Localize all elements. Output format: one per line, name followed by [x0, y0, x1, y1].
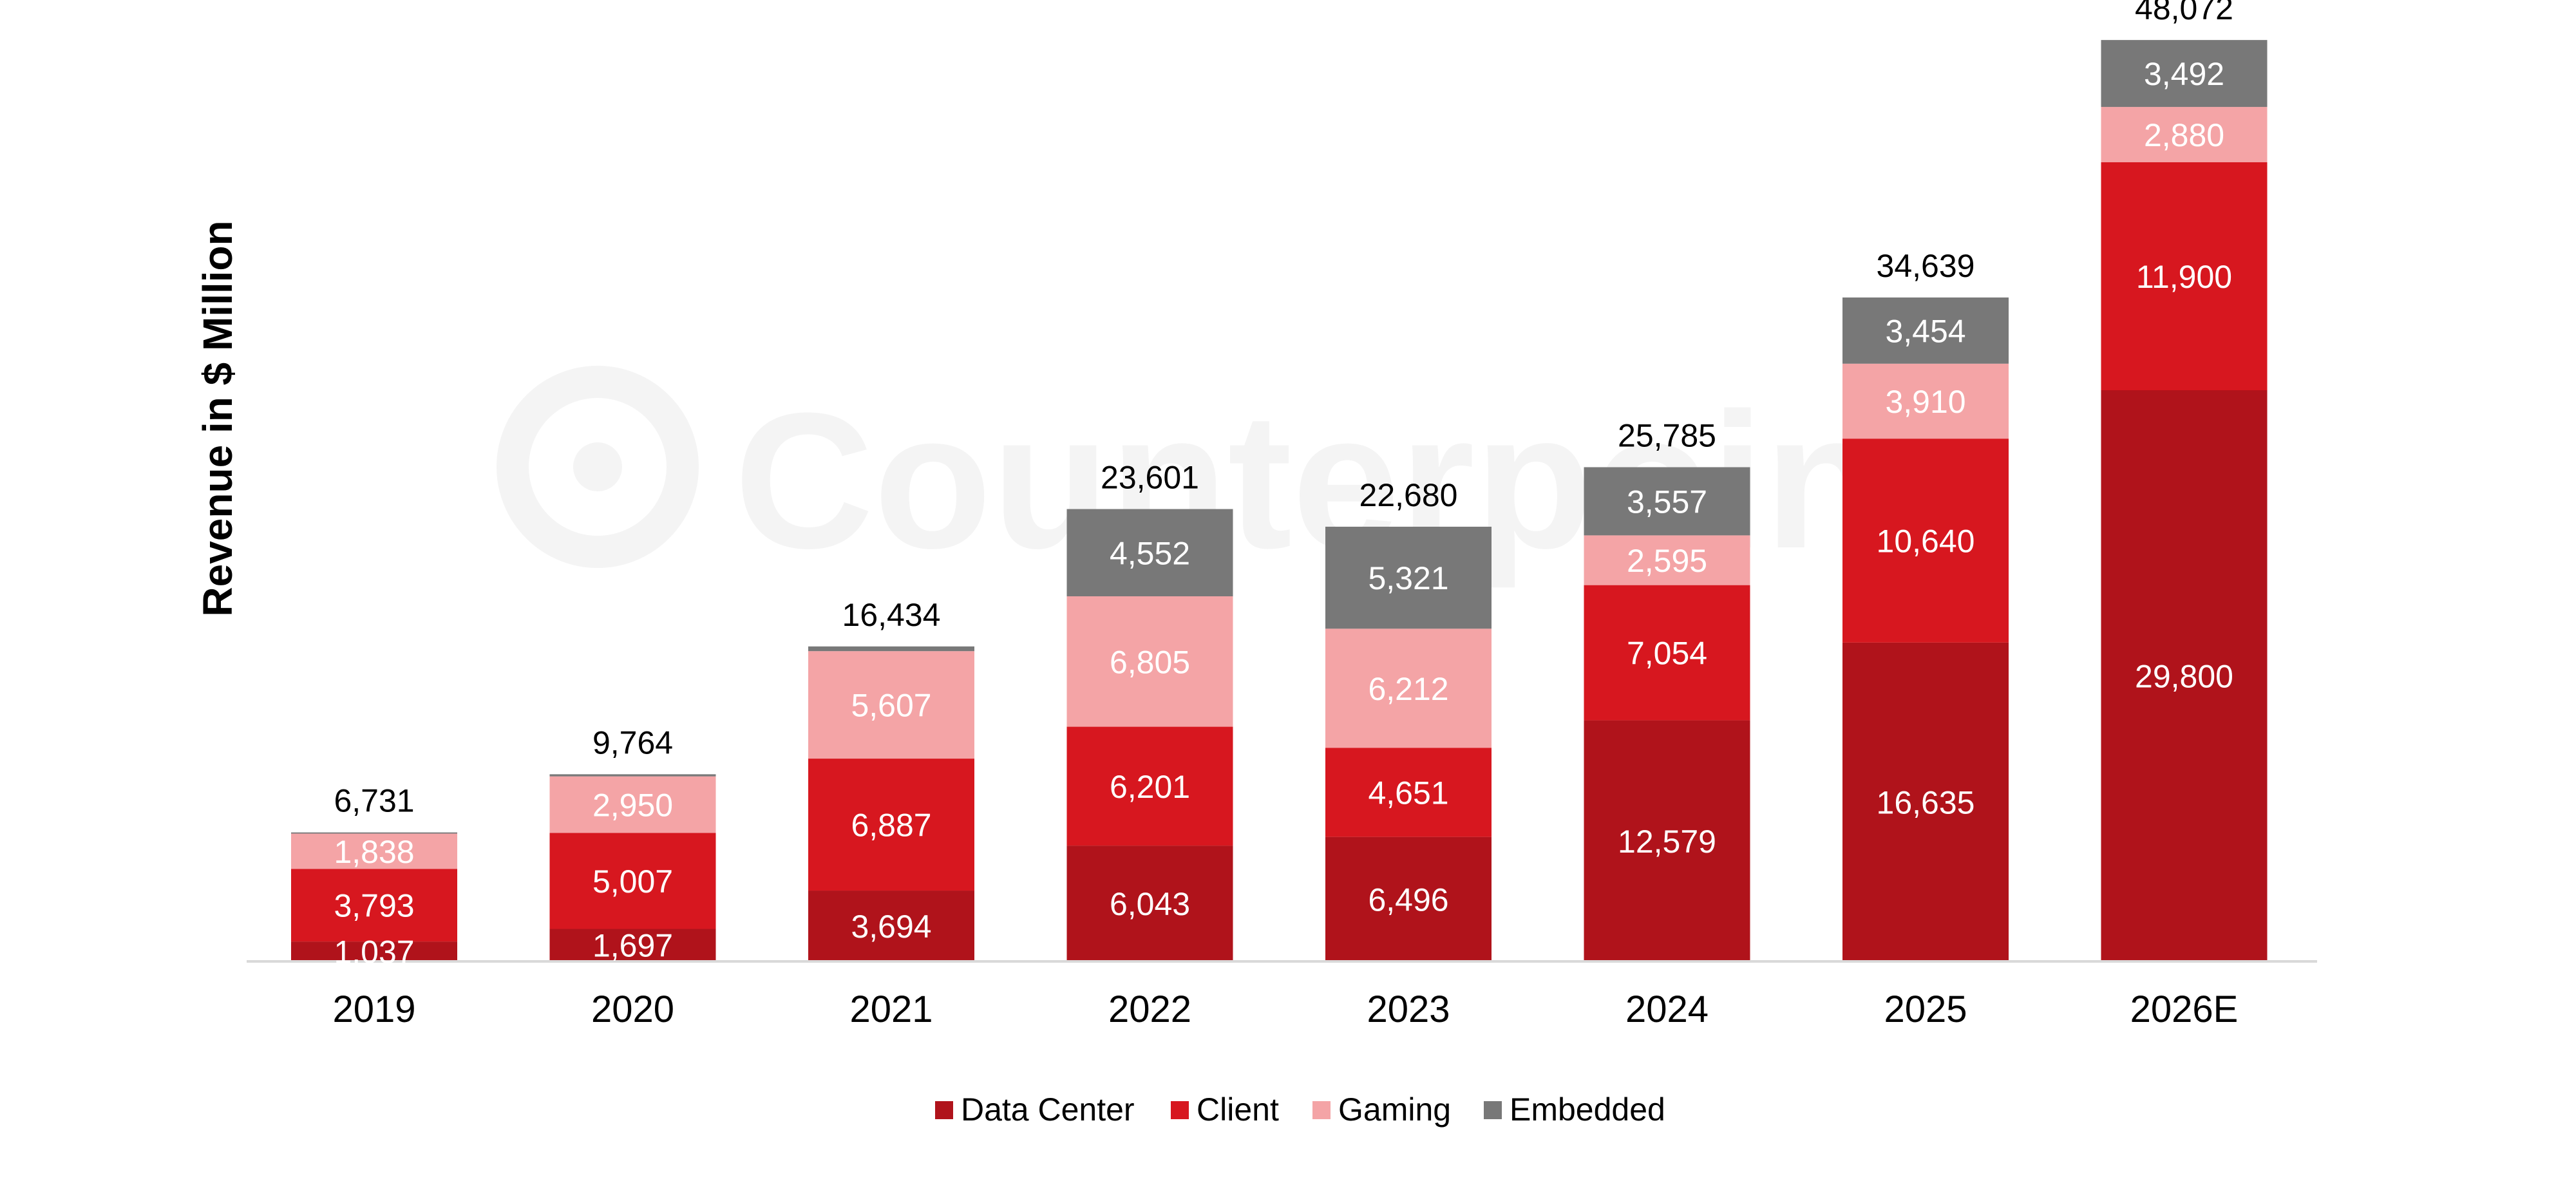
segment-label-data-center-2019: 1,037: [334, 934, 414, 970]
bar-segment-embedded-2023: [1325, 526, 1492, 629]
segment-label-gaming-2026e: 2,880: [2144, 117, 2224, 153]
total-label-2021: 16,434: [842, 597, 941, 633]
bar-segment-gaming-2026e: [2101, 107, 2268, 162]
legend-swatch-client: [1171, 1101, 1189, 1119]
bar-segment-embedded-2024: [1584, 467, 1750, 536]
bar-segment-data-center-2026e: [2101, 390, 2268, 961]
segment-label-gaming-2020: 2,950: [592, 788, 673, 824]
bar-segment-client-2022: [1066, 726, 1233, 846]
bar-segment-gaming-2025: [1842, 363, 2009, 439]
segment-label-client-2023: 4,651: [1368, 775, 1448, 811]
x-tick-label-2025: 2025: [1884, 988, 1967, 1030]
x-tick-label-2019: 2019: [332, 988, 415, 1030]
bar-segment-data-center-2021: [808, 891, 974, 961]
bar-segment-gaming-2021: [808, 651, 974, 759]
x-tick-label-2026e: 2026E: [2130, 988, 2239, 1030]
segment-label-client-2024: 7,054: [1627, 636, 1707, 672]
segment-label-embedded-2022: 4,552: [1110, 535, 1190, 571]
total-label-2024: 25,785: [1618, 418, 1716, 454]
y-axis-title-group: Revenue in $ Million: [194, 220, 241, 616]
legend: Data Center Client Gaming Embedded: [935, 1091, 1665, 1128]
y-axis-title: Revenue in $ Million: [194, 220, 241, 616]
bar-segment-gaming-2024: [1584, 535, 1750, 585]
watermark-logo-ring: [497, 366, 699, 568]
bar-segment-client-2021: [808, 759, 974, 891]
segment-label-client-2022: 6,201: [1110, 769, 1190, 805]
segment-label-gaming-2023: 6,212: [1368, 671, 1448, 707]
segment-label-data-center-2026e: 29,800: [2135, 659, 2233, 695]
segment-label-data-center-2022: 6,043: [1110, 886, 1190, 922]
total-label-2019: 6,731: [334, 783, 414, 819]
bar-segment-client-2024: [1584, 585, 1750, 721]
segment-label-gaming-2025: 3,910: [1885, 384, 1965, 420]
bar-segment-data-center-2019: [291, 941, 457, 961]
total-label-2022: 23,601: [1101, 460, 1199, 496]
bar-segment-data-center-2025: [1842, 642, 2009, 961]
bar-segment-gaming-2022: [1066, 596, 1233, 727]
bar-segment-embedded-2019: [291, 832, 457, 834]
legend-swatch-embedded: [1484, 1101, 1502, 1119]
legend-label-client: Client: [1197, 1091, 1279, 1128]
bar-segment-client-2020: [549, 833, 716, 929]
total-label-2026e: 48,072: [2135, 0, 2233, 26]
segment-label-embedded-2025: 3,454: [1885, 313, 1965, 349]
bar-segment-embedded-2026e: [2101, 40, 2268, 108]
segment-label-client-2019: 3,793: [334, 888, 414, 924]
bar-segment-client-2025: [1842, 439, 2009, 643]
segment-label-client-2020: 5,007: [592, 864, 673, 900]
bar-segment-embedded-2025: [1842, 297, 2009, 364]
segment-label-embedded-2026e: 3,492: [2144, 56, 2224, 92]
segment-label-gaming-2022: 6,805: [1110, 644, 1190, 680]
segment-label-embedded-2023: 5,321: [1368, 560, 1448, 596]
segment-label-embedded-2024: 3,557: [1627, 484, 1707, 520]
x-tick-label-2020: 2020: [591, 988, 674, 1030]
segment-label-gaming-2021: 5,607: [851, 688, 931, 724]
bar-segment-gaming-2019: [291, 833, 457, 869]
legend-label-embedded: Embedded: [1510, 1091, 1665, 1128]
legend-label-data-center: Data Center: [961, 1091, 1135, 1128]
bar-segment-data-center-2024: [1584, 720, 1750, 961]
segment-label-client-2021: 6,887: [851, 808, 931, 844]
total-label-2025: 34,639: [1877, 248, 1975, 284]
segment-label-data-center-2023: 6,496: [1368, 882, 1448, 918]
bar-segment-embedded-2021: [808, 646, 974, 652]
total-label-2023: 22,680: [1359, 477, 1458, 513]
segment-label-gaming-2019: 1,838: [334, 834, 414, 870]
bar-segment-client-2026e: [2101, 162, 2268, 391]
bar-segment-gaming-2020: [549, 776, 716, 833]
x-axis: 2019 2020 2021 2022 2023 2024 2025 2026E: [247, 960, 2317, 1030]
segment-label-gaming-2024: 2,595: [1627, 543, 1707, 579]
segment-label-data-center-2025: 16,635: [1877, 784, 1975, 820]
x-tick-label-2022: 2022: [1108, 988, 1191, 1030]
bars: [291, 40, 2268, 961]
legend-swatch-gaming: [1312, 1101, 1331, 1119]
bar-segment-data-center-2022: [1066, 846, 1233, 961]
bar-segment-client-2023: [1325, 748, 1492, 837]
legend-swatch-data-center: [935, 1101, 953, 1119]
segment-label-client-2025: 10,640: [1877, 524, 1975, 560]
x-tick-label-2023: 2023: [1367, 988, 1450, 1030]
bar-segment-gaming-2023: [1325, 628, 1492, 748]
data-labels: 1,037 3,793 1,838 6,731 1,697 5,007 2,950 9,764…: [334, 0, 2233, 970]
x-tick-label-2021: 2021: [849, 988, 933, 1030]
segment-label-data-center-2024: 12,579: [1618, 824, 1716, 860]
bar-segment-data-center-2023: [1325, 836, 1492, 961]
watermark-logo-dot: [573, 442, 622, 491]
x-tick-label-2024: 2024: [1625, 988, 1709, 1030]
segment-label-client-2026e: 11,900: [2136, 259, 2232, 295]
bar-segment-embedded-2022: [1066, 509, 1233, 597]
bar-segment-data-center-2020: [549, 929, 716, 961]
segment-label-data-center-2020: 1,697: [592, 928, 673, 964]
segment-label-data-center-2021: 3,694: [851, 909, 931, 945]
bar-segment-client-2019: [291, 869, 457, 942]
bar-segment-embedded-2020: [549, 774, 716, 777]
total-label-2020: 9,764: [592, 724, 673, 761]
legend-label-gaming: Gaming: [1338, 1091, 1451, 1128]
